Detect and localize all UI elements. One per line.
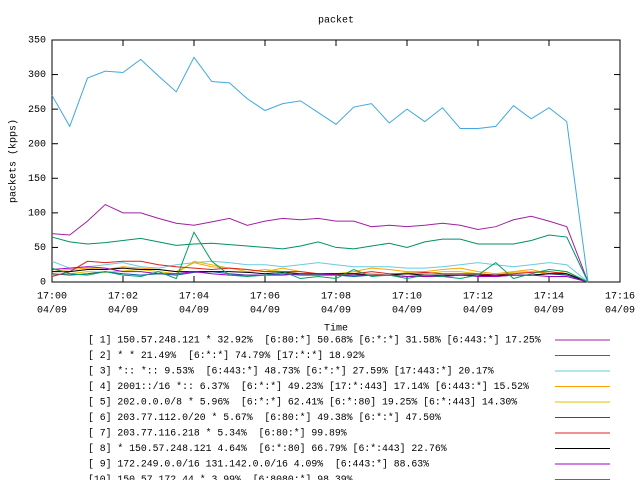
y-tick-label: 0 (40, 278, 46, 289)
legend-label: [ 3] *:: *:: 9.53% [6:443:*] 48.73% [6:*… (88, 366, 494, 377)
x-tick-date: 04/09 (392, 305, 422, 317)
x-tick-label: 17:02 (108, 292, 138, 303)
x-tick-label: 17:00 (37, 292, 67, 303)
legend-label: [10] 150.57.172.44 * 3.99% [6:8080:*] 98… (88, 474, 353, 480)
x-tick-date: 04/09 (463, 305, 493, 317)
y-tick-label: 200 (28, 139, 46, 150)
series-line (51, 56, 589, 283)
legend-label: [ 1] 150.57.248.121 * 32.92% [6:80:*] 50… (88, 335, 541, 346)
legend-label: [ 8] * 150.57.248.121 4.64% [6:*:80] 66.… (88, 443, 447, 454)
legend-label: [ 7] 203.77.116.218 * 5.34% [6:80:*] 99.… (88, 428, 347, 439)
y-tick-label: 150 (28, 174, 46, 185)
legend-label: [ 6] 203.77.112.0/20 * 5.67% [6:80:*] 49… (88, 412, 441, 423)
y-tick-label: 100 (28, 208, 46, 219)
x-tick-label: 17:14 (534, 292, 564, 303)
chart-title: packet (318, 15, 354, 27)
x-tick-date: 04/09 (321, 305, 351, 317)
legend-label: [ 2] * * 21.49% [6:*:*] 74.79% [17:*:*] … (88, 350, 364, 361)
legend-label: [ 9] 172.249.0.0/16 131.142.0.0/16 4.09%… (88, 459, 429, 470)
x-tick-label: 17:06 (250, 292, 280, 303)
series-line (51, 234, 589, 283)
x-tick-date: 04/09 (37, 305, 67, 317)
x-tick-label: 17:08 (321, 292, 351, 303)
y-tick-label: 350 (28, 36, 46, 47)
x-tick-date: 04/09 (108, 305, 138, 317)
series-line (51, 203, 589, 283)
legend-label: [ 4] 2001::/16 *:: 6.37% [6:*:*] 49.23% … (88, 381, 529, 392)
y-tick-label: 300 (28, 70, 46, 81)
y-tick-label: 250 (28, 105, 46, 116)
series-line (51, 231, 589, 283)
x-tick-label: 17:16 (605, 292, 635, 303)
x-tick-label: 17:04 (179, 292, 209, 303)
y-tick-label: 50 (34, 243, 46, 254)
x-tick-date: 04/09 (250, 305, 280, 317)
series-line (51, 266, 589, 283)
x-tick-date: 04/09 (605, 305, 635, 317)
x-tick-label: 17:12 (463, 292, 493, 303)
x-tick-label: 17:10 (392, 292, 422, 303)
legend-label: [ 5] 202.0.0.0/8 * 5.96% [6:*:*] 62.41% … (88, 397, 517, 408)
y-axis-label: packets (kpps) (8, 119, 20, 203)
x-tick-date: 04/09 (179, 305, 209, 317)
x-axis-label: Time (324, 323, 348, 335)
x-tick-date: 04/09 (534, 305, 564, 317)
series-line (51, 260, 589, 283)
